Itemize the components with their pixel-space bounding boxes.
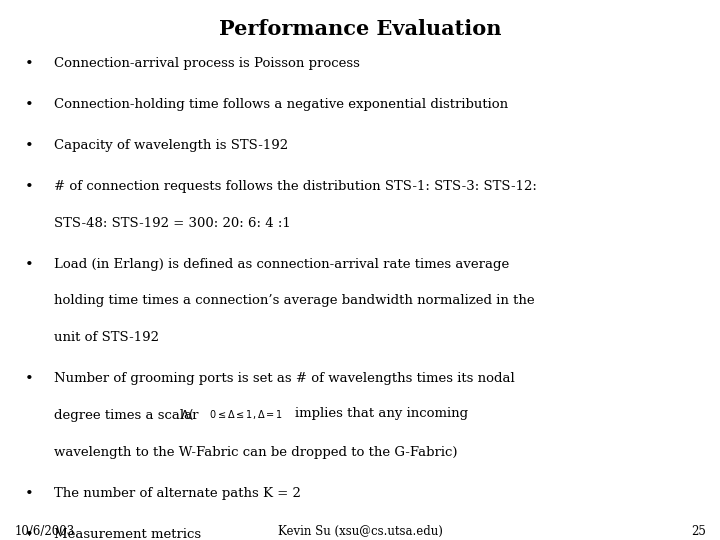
Text: •: • bbox=[25, 139, 34, 153]
Text: •: • bbox=[25, 372, 34, 386]
Text: STS-48: STS-192 = 300: 20: 6: 4 :1: STS-48: STS-192 = 300: 20: 6: 4 :1 bbox=[54, 217, 291, 230]
Text: $\Lambda($: $\Lambda($ bbox=[180, 407, 194, 422]
Text: •: • bbox=[25, 57, 34, 71]
Text: •: • bbox=[25, 98, 34, 112]
Text: # of connection requests follows the distribution STS-1: STS-3: STS-12:: # of connection requests follows the dis… bbox=[54, 180, 537, 193]
Text: Kevin Su (xsu@cs.utsa.edu): Kevin Su (xsu@cs.utsa.edu) bbox=[278, 525, 442, 538]
Text: •: • bbox=[25, 487, 34, 501]
Text: Number of grooming ports is set as # of wavelengths times its nodal: Number of grooming ports is set as # of … bbox=[54, 372, 515, 385]
Text: Load (in Erlang) is defined as connection-arrival rate times average: Load (in Erlang) is defined as connectio… bbox=[54, 258, 509, 271]
Text: 10/6/2003: 10/6/2003 bbox=[14, 525, 75, 538]
Text: Connection-holding time follows a negative exponential distribution: Connection-holding time follows a negati… bbox=[54, 98, 508, 111]
Text: •: • bbox=[25, 258, 34, 272]
Text: •: • bbox=[25, 180, 34, 194]
Text: Measurement metrics: Measurement metrics bbox=[54, 528, 201, 540]
Text: Capacity of wavelength is STS-192: Capacity of wavelength is STS-192 bbox=[54, 139, 288, 152]
Text: degree times a scalar: degree times a scalar bbox=[54, 409, 199, 422]
Text: •: • bbox=[25, 528, 34, 540]
Text: implies that any incoming: implies that any incoming bbox=[295, 407, 468, 420]
Text: $0 \leq \Delta \leq 1, \Delta = 1$: $0 \leq \Delta \leq 1, \Delta = 1$ bbox=[209, 408, 283, 421]
Text: 25: 25 bbox=[690, 525, 706, 538]
Text: unit of STS-192: unit of STS-192 bbox=[54, 331, 159, 344]
Text: wavelength to the W-Fabric can be dropped to the G-Fabric): wavelength to the W-Fabric can be droppe… bbox=[54, 446, 457, 458]
Text: Connection-arrival process is Poisson process: Connection-arrival process is Poisson pr… bbox=[54, 57, 360, 70]
Text: The number of alternate paths K = 2: The number of alternate paths K = 2 bbox=[54, 487, 301, 500]
Text: holding time times a connection’s average bandwidth normalized in the: holding time times a connection’s averag… bbox=[54, 294, 535, 307]
Text: Performance Evaluation: Performance Evaluation bbox=[219, 19, 501, 39]
